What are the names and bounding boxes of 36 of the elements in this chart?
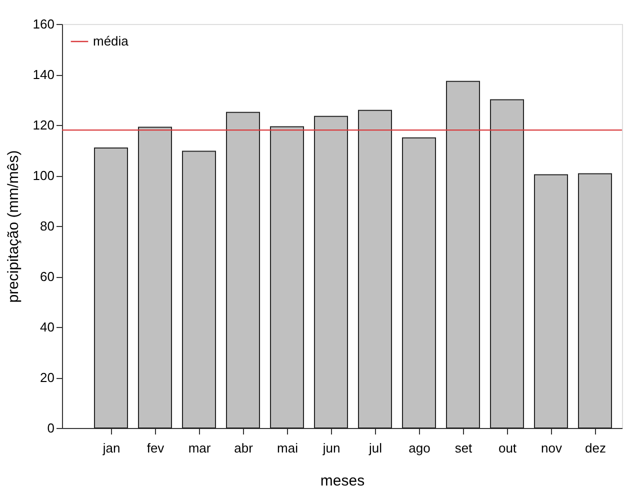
bar [578, 173, 612, 428]
y-tick-label: 120 [32, 118, 54, 132]
x-tick-label: ago [408, 440, 430, 456]
x-tick-label: abr [234, 440, 254, 456]
bar [138, 126, 172, 428]
x-tick-label: jan [102, 440, 120, 456]
y-tick-label: 80 [40, 218, 54, 234]
x-axis-title: meses [320, 472, 365, 490]
bar [534, 174, 568, 428]
x-tick-label: out [498, 440, 517, 456]
bar [446, 80, 480, 428]
x-tick-label: jun [322, 440, 340, 456]
y-tick-label: 140 [32, 67, 54, 82]
y-axis-title: precipitação (mm/mês) [4, 150, 22, 303]
bar [270, 126, 304, 428]
x-tick-label: set [454, 440, 473, 456]
y-tick-label: 160 [32, 16, 54, 32]
legend-label: média [93, 34, 130, 48]
x-tick-label: fev [146, 440, 165, 456]
x-tick-label: jul [368, 440, 382, 456]
x-tick-label: nov [541, 440, 562, 456]
y-tick-label: 20 [40, 370, 54, 385]
y-tick-label: 60 [40, 269, 54, 284]
bar [182, 150, 216, 428]
x-tick-label: dez [585, 440, 606, 456]
x-tick-label: mai [277, 440, 298, 456]
y-tick-label: 100 [32, 168, 54, 183]
bar [314, 116, 348, 428]
bar [490, 99, 524, 428]
bar [402, 137, 436, 428]
bar [226, 112, 260, 428]
x-tick-label: mar [188, 440, 212, 456]
bar [94, 147, 128, 428]
y-tick-label: 40 [40, 320, 54, 334]
bar [358, 110, 392, 428]
y-tick-label: 0 [47, 420, 54, 436]
